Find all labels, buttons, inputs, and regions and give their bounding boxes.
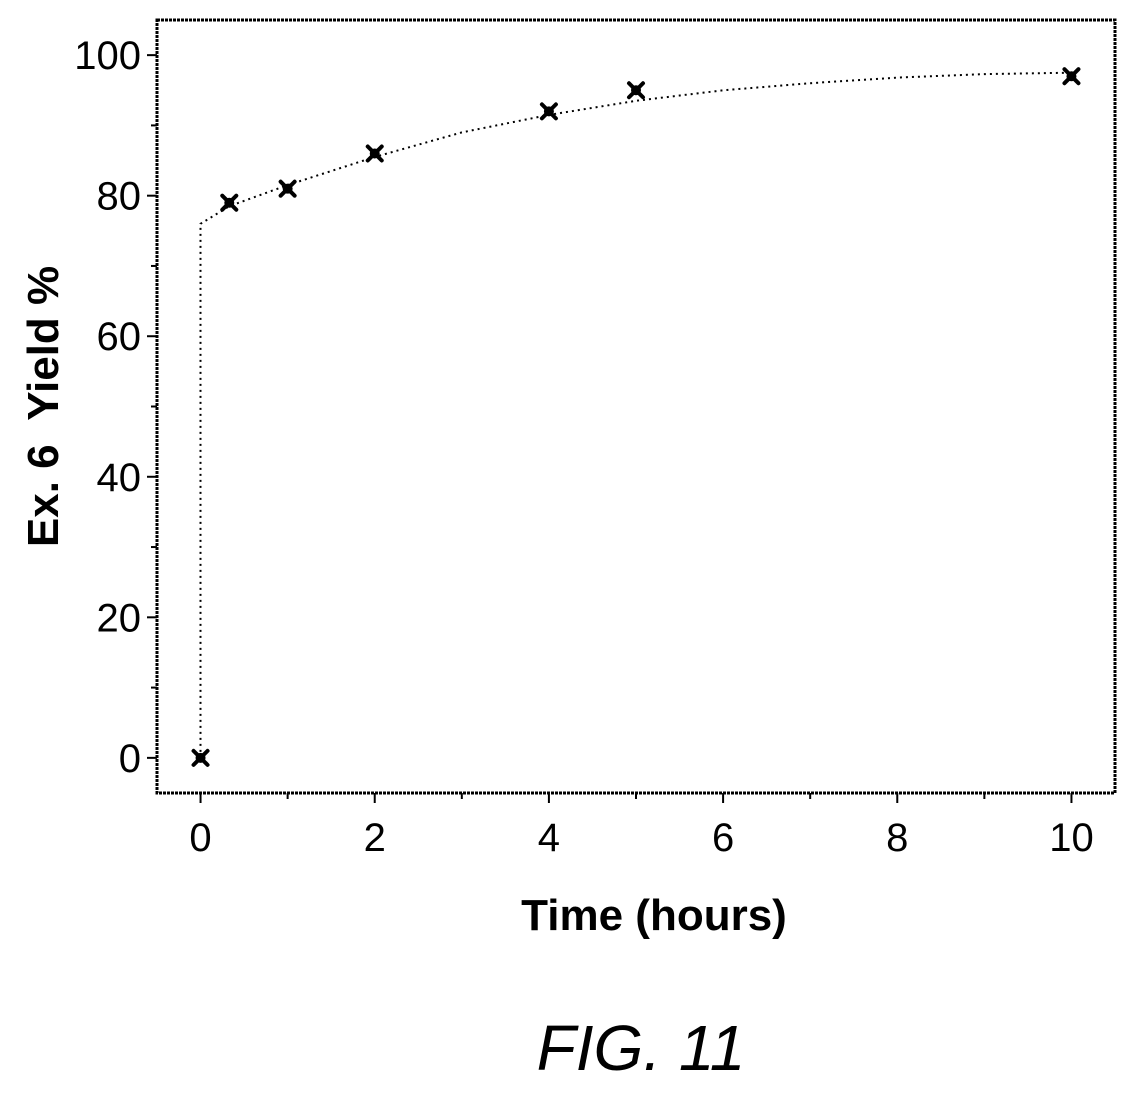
x-tick-label: 6 bbox=[712, 816, 734, 860]
y-tick-label: 80 bbox=[97, 175, 142, 219]
x-axis-title: Time (hours) bbox=[521, 891, 787, 940]
y-axis: 0 20 40 60 80 100 bbox=[74, 34, 157, 781]
data-point bbox=[220, 193, 239, 212]
figure-label: FIG. 11 bbox=[537, 1012, 746, 1084]
y-tick-label: 0 bbox=[119, 737, 141, 781]
data-point bbox=[365, 144, 384, 163]
x-tick-label: 10 bbox=[1049, 816, 1094, 860]
plot-frame bbox=[155, 18, 1117, 795]
y-tick-label: 100 bbox=[74, 34, 141, 78]
x-tick-label: 4 bbox=[538, 816, 560, 860]
data-point bbox=[539, 102, 558, 121]
x-tick-label: 0 bbox=[189, 816, 211, 860]
fit-curve bbox=[199, 71, 1072, 758]
plot-area: 0 20 40 60 80 100 0 2 4 6 8 10 bbox=[74, 18, 1117, 860]
x-tick-label: 2 bbox=[364, 816, 386, 860]
data-point bbox=[1062, 67, 1081, 86]
x-axis: 0 2 4 6 8 10 bbox=[189, 793, 1094, 860]
y-tick-label: 60 bbox=[97, 315, 142, 359]
y-tick-label: 20 bbox=[97, 596, 142, 640]
data-point bbox=[191, 748, 210, 767]
y-axis-title: Ex. 6 Yield % bbox=[19, 266, 68, 547]
data-point bbox=[627, 81, 645, 100]
data-markers bbox=[191, 67, 1081, 767]
x-tick-label: 8 bbox=[886, 816, 908, 860]
y-tick-label: 40 bbox=[97, 456, 142, 500]
data-point bbox=[278, 179, 297, 198]
